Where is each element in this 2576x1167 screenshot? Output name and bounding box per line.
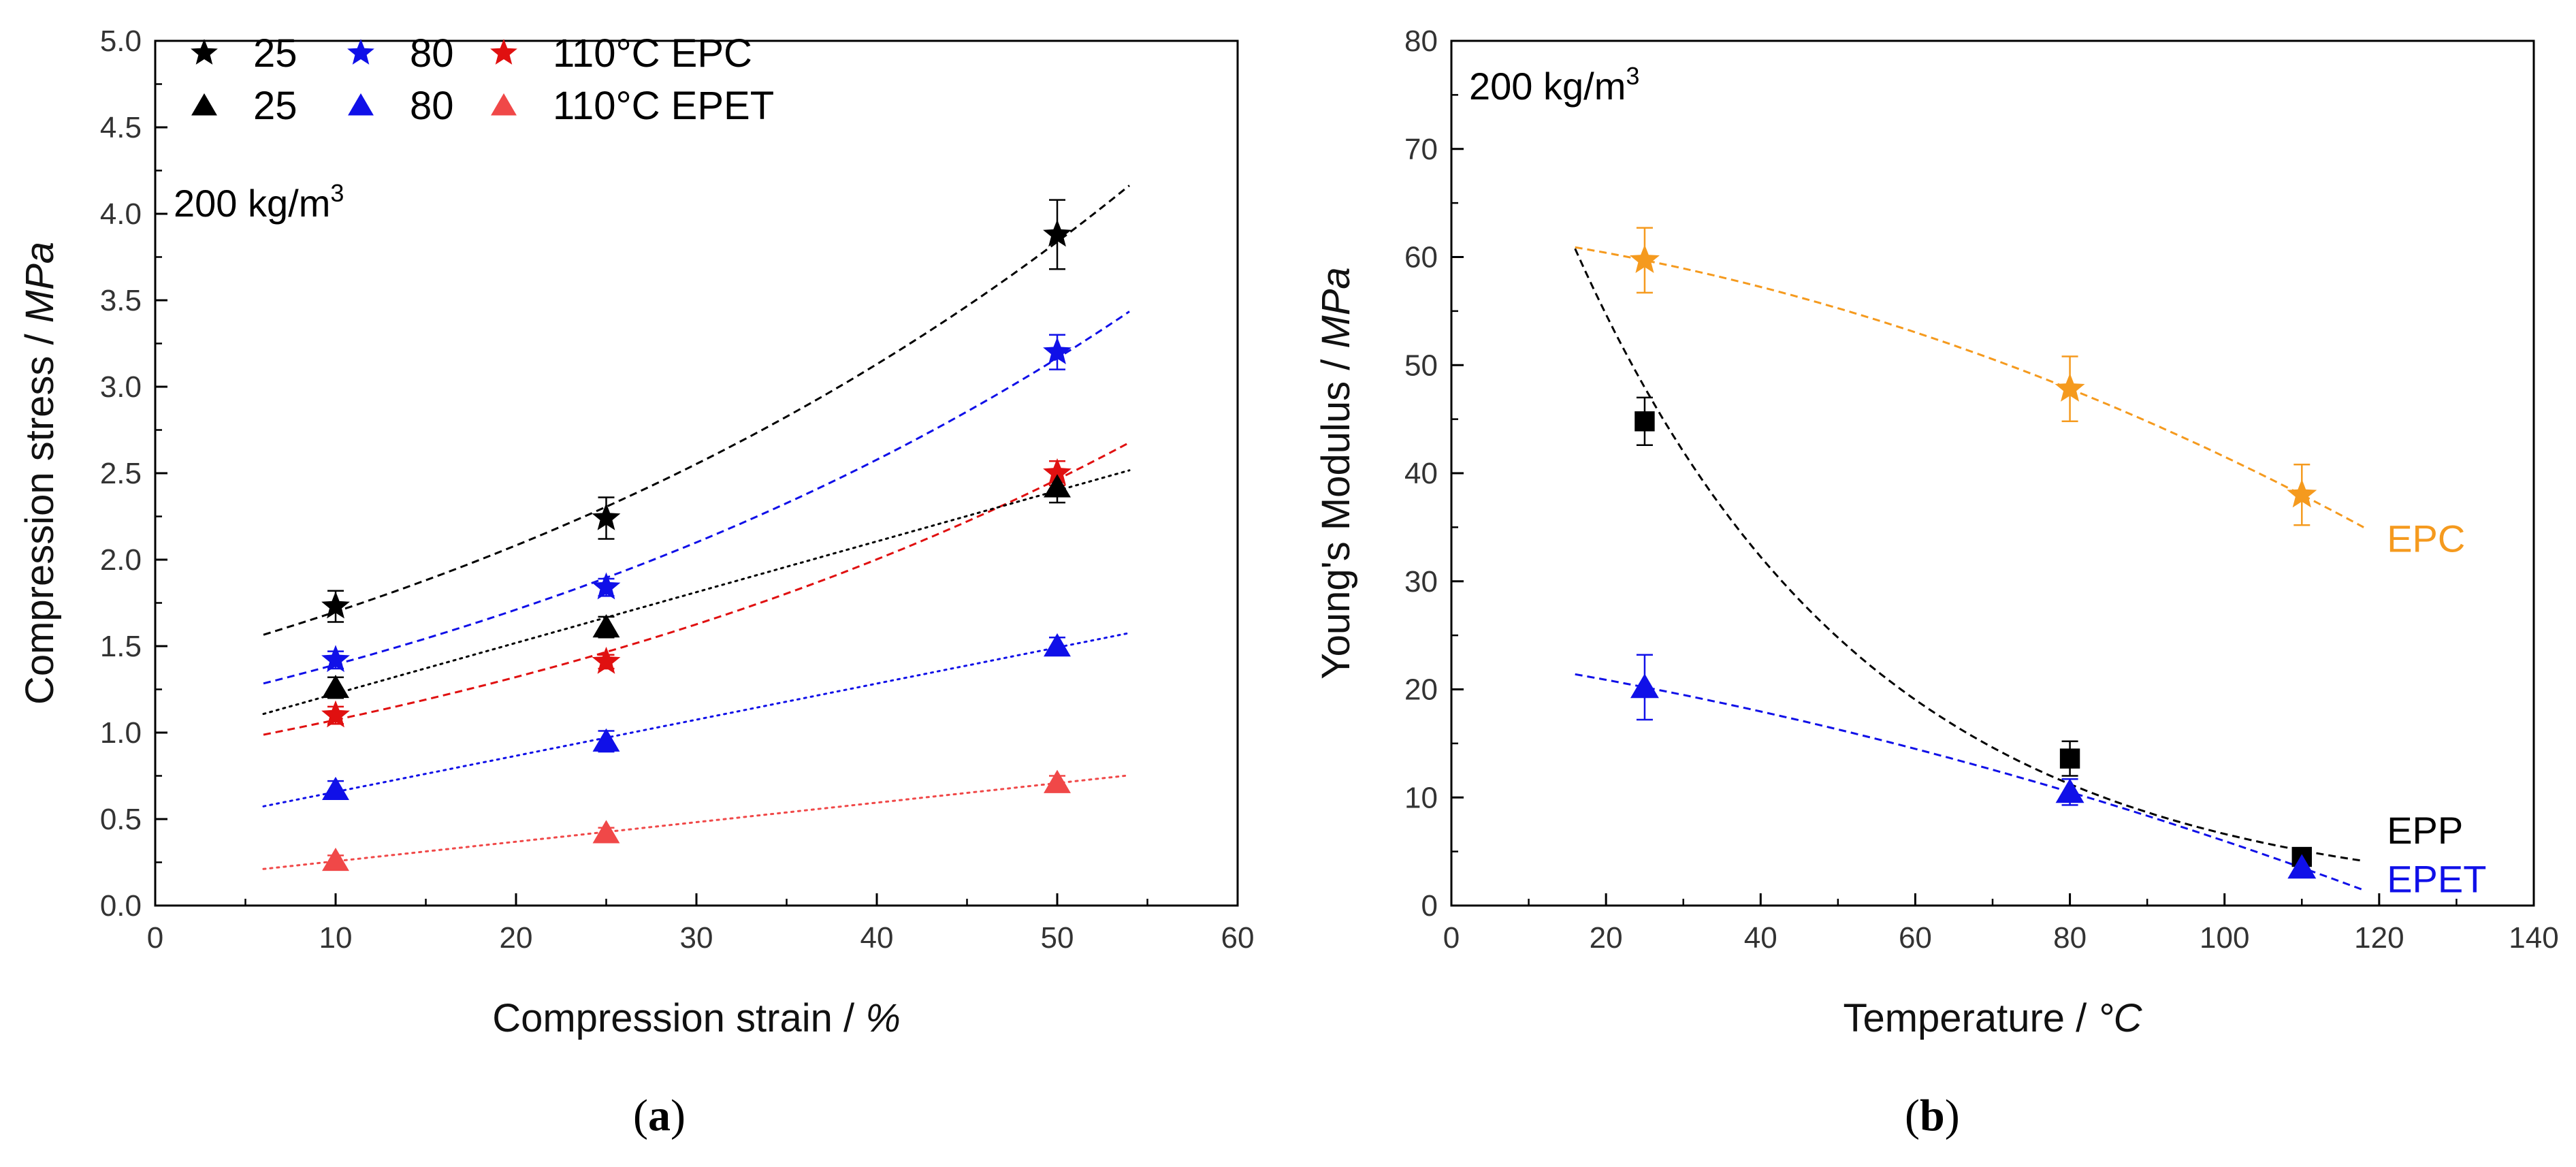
legend-marker-epc-25 bbox=[191, 39, 218, 65]
data-point-epc bbox=[2055, 373, 2085, 402]
data-point-epet-80 bbox=[322, 776, 349, 801]
series-label-epc: EPC bbox=[2387, 517, 2465, 560]
panel-b-x-axis-title: Temperature / °C bbox=[1843, 996, 2142, 1040]
fit-line-epc bbox=[1575, 246, 2364, 528]
legend-marker-epc-80 bbox=[347, 39, 374, 65]
legend-marker-epet-80 bbox=[348, 93, 374, 116]
legend-marker-epc-110-c bbox=[490, 39, 517, 65]
data-point-epc-25 bbox=[592, 503, 621, 530]
data-point-epet bbox=[2055, 778, 2084, 803]
y-tick-label: 50 bbox=[1404, 349, 1438, 382]
panel-a-plot-frame bbox=[154, 39, 1239, 907]
y-tick-label: 0.0 bbox=[100, 889, 142, 923]
y-tick-label: 4.0 bbox=[100, 197, 142, 231]
y-tick-label: 10 bbox=[1404, 781, 1438, 814]
x-tick-label: 40 bbox=[1744, 921, 1777, 955]
x-tick-label: 60 bbox=[1899, 921, 1932, 955]
legend-label-epet-80: 80 bbox=[410, 84, 454, 128]
x-tick-label: 20 bbox=[1590, 921, 1623, 955]
y-tick-label: 1.0 bbox=[100, 716, 142, 750]
panel-a-x-axis-title: Compression strain / % bbox=[492, 996, 901, 1040]
x-tick-label: 80 bbox=[2053, 921, 2087, 955]
x-tick-label: 100 bbox=[2200, 921, 2249, 955]
y-tick-label: 30 bbox=[1404, 565, 1438, 598]
data-point-epet-80 bbox=[1044, 633, 1071, 657]
x-tick-label: 0 bbox=[1443, 921, 1460, 955]
legend-marker-epet-25 bbox=[191, 93, 217, 116]
x-tick-label: 140 bbox=[2509, 921, 2558, 955]
x-tick-label: 20 bbox=[500, 921, 533, 955]
fit-line-epet-80 bbox=[262, 632, 1131, 808]
data-point-epc bbox=[2287, 479, 2317, 508]
y-tick-label: 0.5 bbox=[100, 803, 142, 836]
y-tick-label: 5.0 bbox=[100, 25, 142, 58]
panel-b-label: (b) bbox=[1905, 1091, 1960, 1140]
y-tick-label: 2.5 bbox=[100, 457, 142, 490]
data-point-epc-110-c bbox=[1043, 458, 1072, 485]
data-point-epet-110-c bbox=[322, 847, 349, 872]
data-point-epp bbox=[1635, 411, 1655, 432]
data-point-epet-25 bbox=[592, 614, 620, 638]
data-point-epet-80 bbox=[592, 728, 620, 752]
fit-line-epet-110-c bbox=[262, 774, 1131, 870]
legend-label-epc-80: 80 bbox=[410, 31, 454, 76]
data-point-epet-110-c bbox=[1044, 769, 1071, 793]
panel-a-legend: 25 80 110°C EPC 25 80 110°C EPET bbox=[191, 31, 774, 128]
fit-line-epc-80 bbox=[263, 310, 1130, 685]
data-point-epet bbox=[2287, 854, 2317, 879]
data-point-epc-80 bbox=[592, 572, 621, 600]
data-point-epc bbox=[1630, 244, 1660, 273]
x-tick-label: 40 bbox=[860, 921, 894, 955]
data-point-epet-25 bbox=[1044, 474, 1071, 498]
data-point-epet-25 bbox=[322, 674, 349, 699]
legend-label-epet-25: 25 bbox=[253, 84, 297, 128]
series-label-epet: EPET bbox=[2387, 857, 2486, 900]
data-point-epet-110-c bbox=[592, 820, 620, 844]
fit-line-epc-110-c bbox=[263, 441, 1130, 736]
y-tick-label: 60 bbox=[1404, 241, 1438, 274]
y-tick-label: 1.5 bbox=[100, 630, 142, 663]
panel-b-density-annotation: 200 kg/m3 bbox=[1469, 62, 1639, 108]
series-label-epp: EPP bbox=[2387, 809, 2463, 852]
y-tick-label: 80 bbox=[1404, 25, 1438, 58]
y-tick-label: 0 bbox=[1421, 889, 1438, 923]
data-point-epc-110-c bbox=[592, 646, 621, 674]
y-tick-label: 20 bbox=[1404, 673, 1438, 707]
fit-line-epet-25 bbox=[262, 469, 1131, 716]
x-tick-label: 60 bbox=[1221, 921, 1255, 955]
x-tick-label: 30 bbox=[680, 921, 713, 955]
x-tick-label: 10 bbox=[319, 921, 353, 955]
panel-b-plot-frame bbox=[1450, 39, 2535, 907]
y-tick-label: 3.5 bbox=[100, 284, 142, 317]
legend-label-epc-110-c: 110°C EPC bbox=[553, 31, 752, 76]
legend-marker-epet-110-c bbox=[491, 93, 517, 116]
y-tick-label: 4.5 bbox=[100, 111, 142, 144]
data-point-epc-80 bbox=[1043, 337, 1072, 364]
y-tick-label: 40 bbox=[1404, 457, 1438, 490]
fit-line-epc-25 bbox=[263, 185, 1130, 636]
data-point-epc-25 bbox=[1043, 219, 1072, 247]
panel-a-density-annotation: 200 kg/m3 bbox=[174, 179, 344, 225]
y-tick-label: 70 bbox=[1404, 133, 1438, 166]
y-tick-label: 3.0 bbox=[100, 370, 142, 404]
data-point-epp bbox=[2059, 748, 2080, 769]
x-tick-label: 120 bbox=[2354, 921, 2404, 955]
data-point-epc-25 bbox=[321, 591, 350, 619]
data-point-epet bbox=[1630, 673, 1659, 699]
fit-line-epet bbox=[1575, 673, 2364, 891]
panel-b-y-axis-title: Young's Modulus / MPa bbox=[1314, 267, 1358, 679]
panel-a-label: (a) bbox=[633, 1091, 686, 1140]
y-tick-label: 2.0 bbox=[100, 543, 142, 577]
fit-line-epp bbox=[1574, 248, 2364, 862]
data-point-epc-110-c bbox=[321, 700, 350, 728]
panel-b-chart: 0 20 40 60 80 100 120 140 0 10 20 30 40 50 60 70 80 EPC E… bbox=[1314, 25, 2559, 1140]
x-tick-label: 0 bbox=[147, 921, 163, 955]
panel-a-y-axis-title: Compression stress / MPa bbox=[18, 242, 62, 705]
legend-label-epc-25: 25 bbox=[253, 31, 297, 76]
panel-a-chart: 0 10 20 30 40 50 60 0.0 0.5 1.0 1.5 2.0 2.5 3.0 3.5 4.0… bbox=[18, 25, 1254, 1140]
legend-label-epet-110-c: 110°C EPET bbox=[553, 84, 774, 128]
x-tick-label: 50 bbox=[1041, 921, 1074, 955]
data-point-epc-80 bbox=[321, 645, 350, 673]
